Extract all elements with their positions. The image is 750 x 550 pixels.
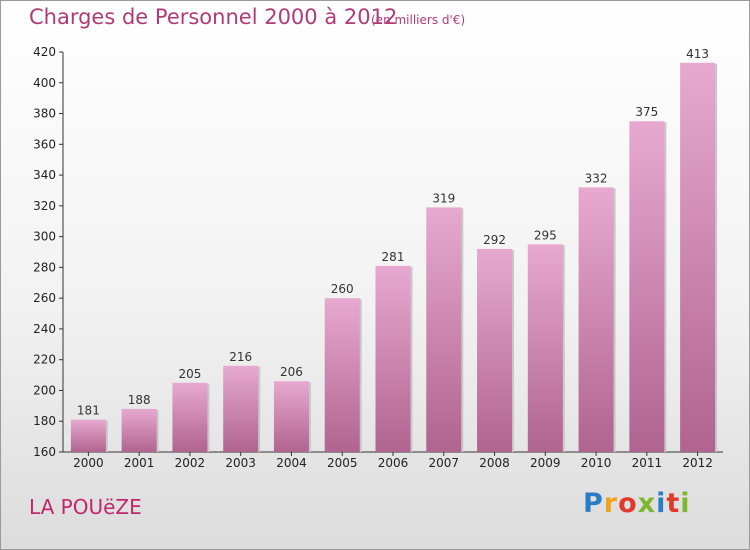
bar-value-label: 295 bbox=[534, 228, 557, 242]
y-tick-label: 180 bbox=[33, 414, 56, 428]
bar bbox=[172, 382, 208, 452]
x-tick-label: 2006 bbox=[378, 456, 409, 470]
bar-value-label: 206 bbox=[280, 365, 303, 379]
x-tick-label: 2004 bbox=[276, 456, 307, 470]
place-name: LA POUëZE bbox=[29, 495, 142, 519]
y-tick-label: 280 bbox=[33, 260, 56, 274]
bar-value-label: 319 bbox=[432, 191, 455, 205]
y-tick-label: 380 bbox=[33, 107, 56, 121]
y-tick-label: 220 bbox=[33, 353, 56, 367]
bar-value-label: 205 bbox=[178, 367, 201, 381]
x-tick-label: 2009 bbox=[530, 456, 561, 470]
y-tick-label: 160 bbox=[33, 445, 56, 459]
bar-value-label: 292 bbox=[483, 233, 506, 247]
axes: 160 180 200 220 240 260 280 300 320 340 360 380 400 4… bbox=[33, 45, 723, 470]
x-tick-label: 2003 bbox=[225, 456, 256, 470]
bar bbox=[70, 419, 106, 452]
x-tick-label: 2005 bbox=[327, 456, 358, 470]
y-tick-label: 340 bbox=[33, 168, 56, 182]
y-tick-label: 260 bbox=[33, 291, 56, 305]
value-labels: 181 188 205 216 206 260 281 319 292 295 332 375 413 bbox=[77, 47, 709, 418]
bar bbox=[375, 265, 411, 452]
y-tick-label: 200 bbox=[33, 383, 56, 397]
y-tick-label: 240 bbox=[33, 322, 56, 336]
bar bbox=[324, 298, 360, 452]
x-tick-label: 2007 bbox=[428, 456, 459, 470]
x-tick-label: 2011 bbox=[632, 456, 663, 470]
chart-subtitle: (en milliers d'€) bbox=[371, 13, 466, 27]
bar-value-label: 413 bbox=[686, 47, 709, 61]
bar-value-label: 260 bbox=[331, 282, 354, 296]
bar bbox=[273, 381, 309, 452]
bar-value-label: 188 bbox=[128, 393, 151, 407]
bar-value-label: 216 bbox=[229, 350, 252, 364]
x-tick-label: 2008 bbox=[479, 456, 510, 470]
y-tick-label: 300 bbox=[33, 230, 56, 244]
bar bbox=[477, 248, 513, 452]
bar-value-label: 375 bbox=[635, 105, 658, 119]
x-tick-label: 2001 bbox=[124, 456, 155, 470]
bar bbox=[578, 187, 614, 452]
x-tick-label: 2012 bbox=[682, 456, 713, 470]
bar-value-label: 181 bbox=[77, 404, 100, 418]
bar bbox=[223, 365, 259, 452]
chart-title: Charges de Personnel 2000 à 2012 bbox=[29, 5, 398, 29]
bar-value-label: 332 bbox=[585, 171, 608, 185]
bar-value-label: 281 bbox=[382, 250, 405, 264]
y-tick-label: 420 bbox=[33, 45, 56, 59]
bar bbox=[426, 207, 462, 452]
x-tick-label: 2002 bbox=[175, 456, 206, 470]
x-tick-label: 2010 bbox=[581, 456, 612, 470]
bar bbox=[121, 408, 157, 452]
bars bbox=[70, 62, 718, 453]
bar bbox=[680, 62, 716, 453]
x-tick-label: 2000 bbox=[73, 456, 104, 470]
y-tick-label: 400 bbox=[33, 76, 56, 90]
y-tick-label: 320 bbox=[33, 199, 56, 213]
proxiti-logo: Proxiti bbox=[583, 488, 691, 519]
bar bbox=[527, 244, 563, 452]
y-tick-label: 360 bbox=[33, 137, 56, 151]
bar bbox=[629, 121, 665, 452]
